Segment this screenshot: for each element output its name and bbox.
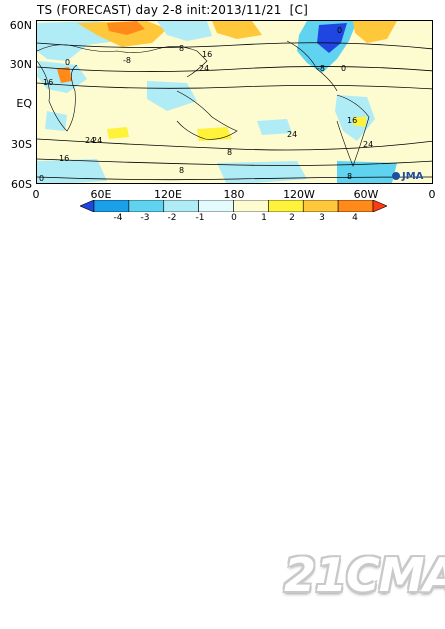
lon-label-0: 0 (32, 188, 40, 201)
colorbar-label: -1 (195, 213, 205, 223)
contour-label: 8 (227, 148, 232, 157)
colorbar-label: 0 (231, 213, 237, 223)
africa-coast (37, 60, 78, 132)
contour-line-2 (37, 66, 432, 72)
contour-label: 24 (92, 136, 102, 145)
temperature-anomaly-map: -8 16 24 0 8 -8 16 24 0 8 24 16 24 8 0 1… (36, 20, 433, 184)
lat-label-60s: 60S (11, 178, 32, 191)
north-america-coast (286, 40, 338, 92)
jma-icon (392, 172, 400, 180)
contour-label: 0 (337, 26, 342, 35)
contour-lines (37, 42, 432, 181)
jma-logo: JMA (392, 171, 423, 182)
map-canvas: -8 16 24 0 8 -8 16 24 0 8 24 16 24 8 0 1… (37, 21, 432, 183)
jma-logo-text: JMA (402, 171, 424, 182)
contour-line-4 (37, 138, 432, 151)
colorbar-cell (268, 200, 304, 212)
contour-label: 16 (347, 116, 357, 125)
warm-patch-central-asia (77, 21, 167, 47)
lon-label-60e: 60E (90, 188, 112, 201)
colorbar-cell (302, 200, 339, 212)
colorbar-cell (198, 200, 234, 212)
lon-label-60w: 60W (353, 188, 379, 201)
contour-label: 8 (179, 44, 184, 53)
warm-patch-atlantic (353, 21, 397, 43)
contour-label: 0 (341, 64, 346, 73)
colorbar-label: -3 (140, 213, 150, 223)
lon-label-0-east: 0 (428, 188, 436, 201)
colorbar-cell (93, 200, 130, 212)
colorbar-label: -4 (113, 213, 123, 223)
australia-coast (176, 90, 238, 140)
eurasia-coast (37, 44, 208, 78)
warm-patch-south-america (353, 117, 367, 127)
cold-patch-southern-ocean-a (37, 159, 107, 183)
watermark: 21CMA (284, 548, 445, 602)
contour-label: 24 (363, 140, 373, 149)
contour-label: 16 (202, 50, 212, 59)
contour-line-3 (37, 82, 432, 90)
colorbar-cell (128, 200, 165, 212)
contour-label: 16 (43, 78, 53, 87)
chart-title: TS (FORECAST) day 2-8 init:2013/11/21 [C… (37, 3, 308, 17)
colorbar-cell (163, 200, 199, 212)
hot-patch-asia (107, 21, 145, 35)
contour-label: 16 (59, 154, 69, 163)
lat-label-30s: 30S (11, 138, 32, 151)
colorbar-cell (337, 200, 374, 212)
colorbar-label: 2 (289, 213, 295, 223)
contour-label: 0 (39, 174, 44, 183)
lat-label-eq: EQ (16, 97, 32, 110)
cold-patch-southern-ocean-b (217, 161, 307, 183)
colorbar-label: 1 (261, 213, 267, 223)
contour-label: 24 (199, 64, 209, 73)
contour-label: 8 (179, 166, 184, 175)
contour-label-group: -8 16 24 0 8 -8 16 24 0 8 24 16 24 8 0 1… (39, 26, 373, 183)
colorbar-cell (233, 200, 269, 212)
cold-patch-south-pacific (257, 119, 292, 135)
lat-label-60n: 60N (9, 19, 32, 32)
colorbar-label: 4 (352, 213, 358, 223)
contour-label: 24 (85, 136, 95, 145)
cold-patch-south-africa (45, 111, 67, 131)
contour-label: 0 (65, 58, 70, 67)
colorbar-label: 3 (319, 213, 325, 223)
hot-patch-sahara (57, 67, 72, 83)
anomaly-fields (37, 21, 397, 183)
colorbar-cell (372, 200, 387, 212)
contour-label: -8 (123, 56, 131, 65)
contour-label: -8 (317, 64, 325, 73)
warm-patch-pacific-north (212, 21, 262, 39)
warm-patch-indian-ocean (107, 127, 129, 139)
contour-line-6 (37, 176, 432, 181)
lon-label-120e: 120E (154, 188, 182, 201)
contour-line-1 (37, 42, 432, 50)
south-america-coast (336, 94, 370, 167)
coastlines (37, 40, 370, 167)
colorbar (80, 200, 387, 212)
lat-label-30n: 30N (9, 58, 32, 71)
lon-label-180: 180 (223, 188, 245, 201)
contour-label: 24 (287, 130, 297, 139)
contour-label: 8 (347, 172, 352, 181)
contour-line-5 (37, 158, 432, 166)
colorbar-label: -2 (167, 213, 177, 223)
cold-patch-siberia (157, 21, 212, 41)
colorbar-cell (80, 200, 95, 212)
lon-label-120w: 120W (283, 188, 315, 201)
very-cold-patch-north-america (317, 23, 347, 53)
